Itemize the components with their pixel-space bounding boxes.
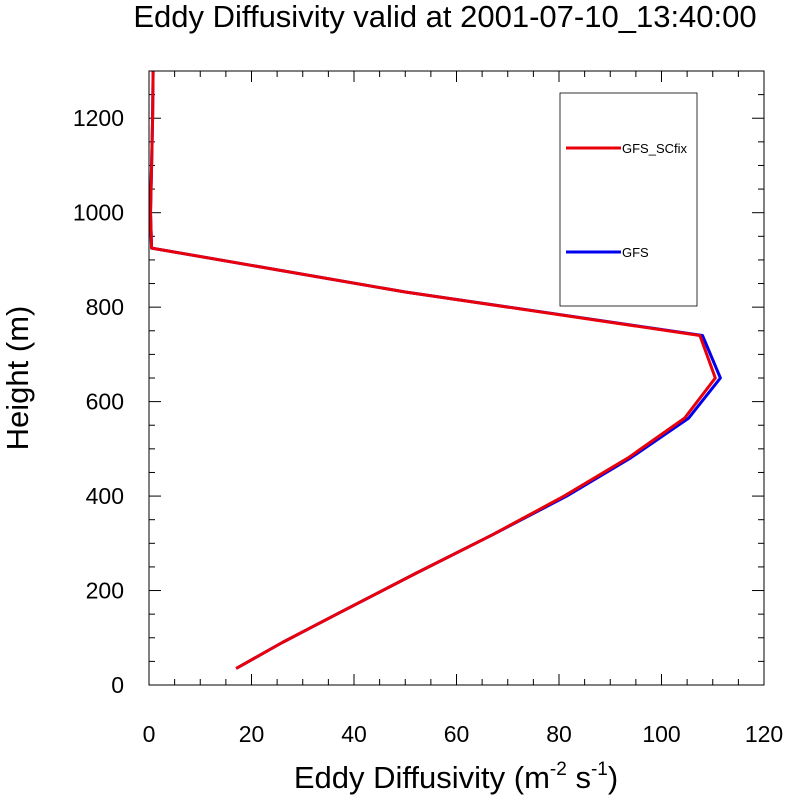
y-tick-label: 200 xyxy=(86,578,124,604)
x-axis-label-end: ) xyxy=(608,760,618,795)
x-tick-label: 80 xyxy=(546,721,572,747)
y-tick-label: 0 xyxy=(111,672,124,698)
x-axis-label-sup2: -1 xyxy=(591,759,608,780)
y-tick-label: 800 xyxy=(86,294,124,320)
chart-title: Eddy Diffusivity valid at 2001-07-10_13:… xyxy=(133,0,756,34)
y-tick-label: 400 xyxy=(86,483,124,509)
x-tick-label: 0 xyxy=(143,721,156,747)
x-tick-label: 100 xyxy=(642,721,680,747)
series-line-gfs-scfix xyxy=(149,70,717,670)
y-tick-label: 1000 xyxy=(73,200,124,226)
x-tick-label: 120 xyxy=(745,721,783,747)
x-tick-label: 60 xyxy=(444,721,470,747)
x-tick-label: 20 xyxy=(239,721,265,747)
x-axis-label-main: Eddy Diffusivity (m xyxy=(294,760,550,795)
x-tick-labels: 0 20 40 60 80 100 120 xyxy=(143,721,784,747)
y-tick-label: 1200 xyxy=(73,105,124,131)
legend-box xyxy=(559,92,698,307)
x-tick-label: 40 xyxy=(341,721,367,747)
legend: GFS_SCfix GFS xyxy=(566,141,688,260)
axis-ticks xyxy=(148,70,765,686)
y-tick-label: 600 xyxy=(86,389,124,415)
y-axis-label: Height (m) xyxy=(0,306,35,451)
plot-frame xyxy=(148,70,765,686)
y-tick-labels: 0 200 400 600 800 1000 1200 xyxy=(73,105,124,698)
legend-label: GFS xyxy=(622,245,649,260)
x-axis-label-sup1: -2 xyxy=(550,759,567,780)
x-axis-label-mid: s xyxy=(567,760,591,795)
x-axis-label: Eddy Diffusivity (m-2 s-1) xyxy=(294,759,618,795)
legend-label: GFS_SCfix xyxy=(622,141,688,156)
series-lines xyxy=(149,70,722,670)
series-line-gfs xyxy=(149,70,722,670)
